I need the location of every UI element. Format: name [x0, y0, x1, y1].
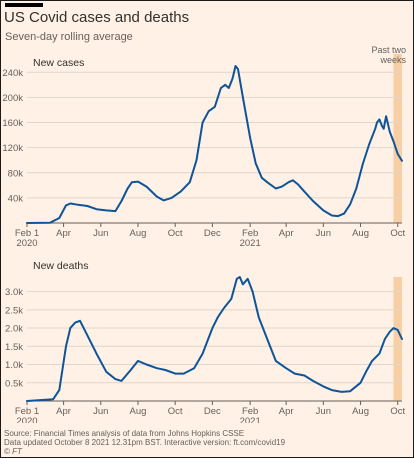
x-tick-label: Apr [279, 406, 294, 417]
x-year-label: 2020 [16, 416, 37, 423]
y-tick-label: 40k [8, 193, 24, 204]
page-title: US Covid cases and deaths [4, 9, 190, 26]
x-tick-label: Dec [204, 406, 221, 417]
x-tick-label: Jun [93, 406, 108, 417]
deaths-chart: 0.5k 1.0k 1.5k 2.0k 2.5k 3.0k Feb 1 Apr Jun Aug Oc… [5, 276, 405, 423]
y-tick-label: 120k [2, 143, 23, 154]
y-tick-label: 80k [8, 168, 24, 179]
y-tick-label: 240k [2, 68, 23, 79]
x-tick-label: Oct [168, 228, 183, 239]
cases-series-line [26, 65, 403, 224]
x-tick-label: Feb 1 [15, 228, 39, 239]
y-tick-label: 3.0k [5, 287, 23, 298]
x-tick-label: Dec [204, 228, 221, 239]
x-tick-label: Aug [130, 406, 147, 417]
annotation-label-line2: weeks [379, 55, 406, 65]
y-tick-label: 0.5k [5, 378, 23, 389]
update-note: Data updated October 8 2021 12.31pm BST.… [4, 438, 286, 447]
y-tick-label: 2.5k [5, 305, 23, 316]
x-tick-label: Apr [279, 228, 294, 239]
x-year-label: 2021 [240, 416, 261, 423]
x-tick-label: Jun [316, 406, 331, 417]
past-two-weeks-shade [393, 277, 402, 401]
x-tick-label: Feb [242, 406, 258, 417]
x-tick-label: Jun [93, 228, 108, 239]
cases-panel-label: New cases [33, 57, 85, 69]
x-year-label: 2021 [240, 238, 261, 246]
x-tick-label: Oct [390, 228, 405, 239]
x-tick-label: Oct [390, 406, 405, 417]
y-tick-label: 1.5k [5, 342, 23, 353]
x-tick-label: Jun [316, 228, 331, 239]
x-tick-label: Oct [168, 406, 183, 417]
x-tick-label: Aug [130, 228, 147, 239]
deaths-panel-label: New deaths [33, 260, 89, 272]
x-tick-label: Apr [56, 406, 71, 417]
x-tick-label: Feb 1 [15, 406, 39, 417]
deaths-series-line [26, 276, 403, 402]
cases-chart: 40k 80k 120k 160k 200k 240k Feb 1 Apr Jun Aug Oct D… [2, 46, 406, 246]
y-tick-label: 1.0k [5, 360, 23, 371]
past-two-weeks-shade [393, 54, 402, 223]
copyright: © FT [4, 447, 22, 456]
ft-top-bar [5, 3, 43, 7]
x-tick-label: Aug [352, 228, 369, 239]
x-tick-label: Feb [242, 228, 258, 239]
y-tick-label: 160k [2, 118, 23, 129]
x-year-label: 2020 [16, 238, 37, 246]
x-tick-label: Apr [56, 228, 71, 239]
annotation-label-line1: Past two [371, 46, 406, 55]
y-tick-label: 200k [2, 93, 23, 104]
y-tick-label: 2.0k [5, 324, 23, 335]
source-note: Source: Financial Times analysis of data… [4, 429, 245, 438]
page-subtitle: Seven-day rolling average [5, 31, 133, 43]
x-tick-label: Aug [352, 406, 369, 417]
